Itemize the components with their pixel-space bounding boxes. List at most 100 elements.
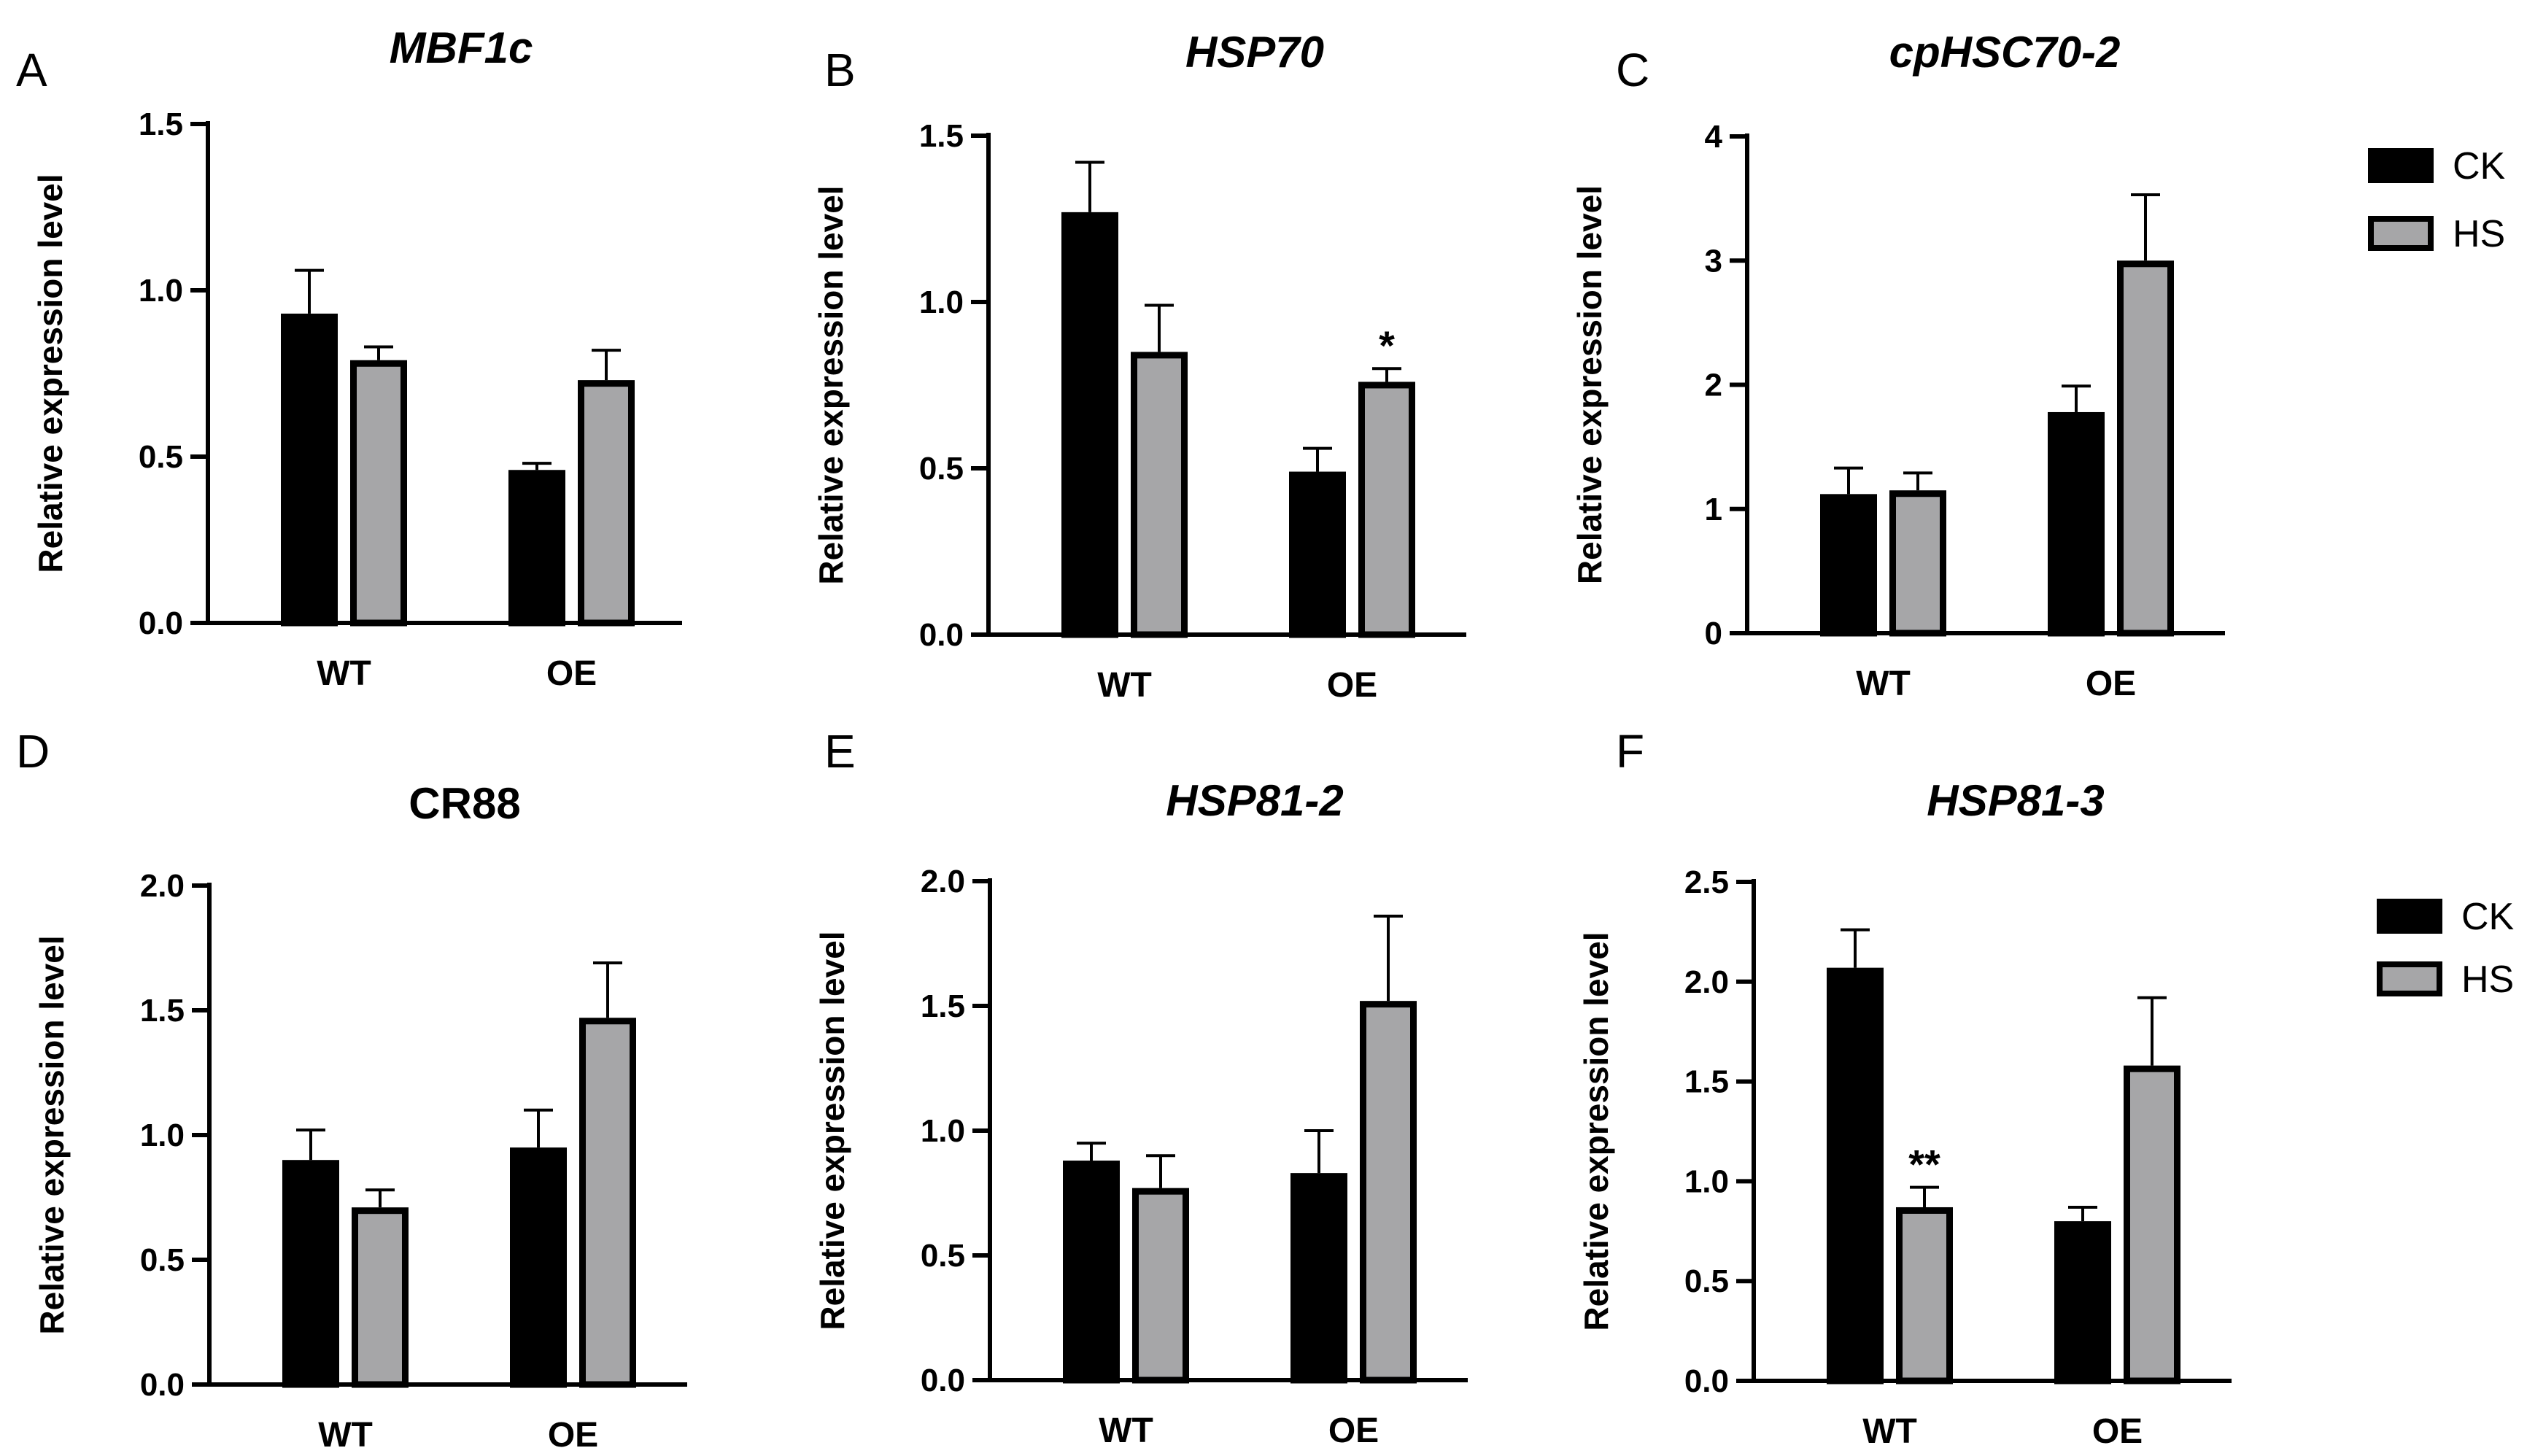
panel-letter: A [16,44,47,96]
x-tick-label: WT [1856,665,1911,703]
bar-hs-wt [352,1207,409,1388]
y-tick-label: 0.0 [919,617,964,653]
bar-hs-oe [2124,1065,2180,1385]
bar-ck-oe [508,470,565,627]
y-tick-label: 0.5 [921,1238,965,1274]
y-tick-label: 1.5 [921,988,965,1024]
y-tick-label: 3 [1705,243,1722,279]
y-tick-label: 2.5 [1684,864,1729,900]
legend-bottom: CK HS [2377,896,2515,1001]
y-tick-label: 2.0 [1684,964,1729,1000]
bar-hs-wt [350,360,407,627]
y-tick-label: 2.0 [140,868,185,904]
chart-title: cpHSC70-2 [1889,28,2121,77]
y-axis-label: Relative expression level [1577,932,1615,1331]
x-tick-label: WT [318,1416,373,1455]
bar-hs-wt [1132,1188,1189,1384]
chart-title: HSP70 [1185,28,1324,77]
x-tick-label: WT [1097,666,1152,705]
x-tick-label: OE [2092,1412,2143,1451]
x-tick-label: WT [317,654,371,693]
bar-hs-oe [579,1018,636,1388]
bar-ck-oe [510,1147,567,1388]
chart-panel-b: B HSP70 Relative expression level 0.0 0.5 1.0… [812,28,1466,705]
y-axis-label: Relative expression level [33,935,71,1334]
x-tick-label: OE [1327,666,1377,705]
y-axis-label: Relative expression level [813,931,851,1330]
bar-ck-oe [2054,1221,2111,1385]
chart-title: CR88 [409,779,520,828]
chart-title: HSP81-2 [1166,776,1343,825]
y-tick-label: 1.5 [919,118,964,154]
chart-title: MBF1c [390,23,533,72]
panel-letter: E [824,725,856,778]
y-tick-label: 1.0 [919,284,964,320]
y-tick-label: 1.5 [139,107,183,142]
bar-ck-wt [1063,1161,1120,1384]
x-tick-label: OE [546,654,597,693]
bar-hs-wt [1889,490,1946,637]
y-tick-label: 1.5 [1684,1064,1729,1100]
legend-ck-label: CK [2461,896,2515,938]
legend-ck-swatch [2368,148,2434,183]
legend-hs-swatch [2368,216,2434,251]
y-tick-label: 0 [1705,616,1722,651]
y-axis-label: Relative expression level [31,174,69,573]
bar-ck-wt [282,1160,339,1388]
y-tick-label: 0.0 [139,605,183,641]
chart-panel-a: A MBF1c Relative expression level 0.0 0.5 1.0… [16,23,682,693]
bar-hs-wt [1896,1207,1953,1385]
y-tick-label: 1.5 [140,993,185,1029]
y-tick-label: 4 [1705,119,1723,155]
x-tick-label: OE [1328,1412,1379,1450]
chart-panel-e: E HSP81-2 Relative expression level 0.0 0.5 1… [813,725,1468,1450]
bar-ck-oe [1290,1173,1347,1384]
y-tick-label: 1.0 [1684,1163,1729,1199]
bar-hs-oe [578,380,635,627]
x-tick-label: WT [1099,1412,1153,1450]
x-tick-label: WT [1862,1412,1917,1451]
legend-hs-label: HS [2461,959,2514,1001]
significance-mark: ** [1908,1142,1940,1188]
bar-ck-wt [1061,212,1118,638]
y-axis-label: Relative expression level [812,185,850,584]
significance-mark: * [1379,322,1395,368]
y-tick-label: 0.0 [1684,1363,1729,1399]
y-tick-label: 1.0 [140,1118,185,1153]
y-tick-label: 1.0 [139,273,183,309]
panel-letter: D [16,725,50,778]
y-tick-label: 0.5 [140,1242,185,1278]
x-tick-label: OE [548,1416,598,1455]
bar-ck-wt [281,313,338,627]
panel-letter: F [1616,725,1644,778]
y-tick-label: 0.5 [919,451,964,487]
chart-panels: A MBF1c Relative expression level 0.0 0.5 1.0… [16,23,2232,1455]
bar-hs-oe [1360,1001,1417,1384]
y-tick-label: 1.0 [921,1113,965,1149]
y-tick-label: 0.0 [921,1363,965,1398]
y-tick-label: 2 [1705,368,1722,403]
bar-hs-oe [2117,260,2174,637]
bar-ck-wt [1820,494,1877,637]
y-tick-label: 2.0 [921,864,965,899]
bar-hs-wt [1131,352,1188,638]
bar-ck-oe [2048,411,2105,637]
legend-ck-label: CK [2453,145,2506,187]
panel-letter: C [1616,44,1649,96]
y-tick-label: 0.5 [139,439,183,475]
y-axis-label: Relative expression level [1571,185,1609,584]
legend-hs-swatch [2377,961,2442,996]
y-tick-label: 1 [1705,492,1722,527]
bar-hs-oe [1358,382,1415,638]
x-tick-label: OE [2086,665,2136,703]
y-tick-label: 0.5 [1684,1263,1729,1299]
panel-letter: B [824,44,856,96]
legend-hs-label: HS [2453,213,2505,255]
bar-ck-wt [1827,967,1884,1385]
chart-panel-f: F HSP81-3 Relative expression level 0.0 0.5 1… [1577,725,2232,1451]
legend-top: CK HS [2368,145,2506,255]
chart-panel-d: D CR88 Relative expression level 0.0 0.5 1.0 1… [16,725,687,1455]
bar-ck-oe [1289,471,1346,638]
